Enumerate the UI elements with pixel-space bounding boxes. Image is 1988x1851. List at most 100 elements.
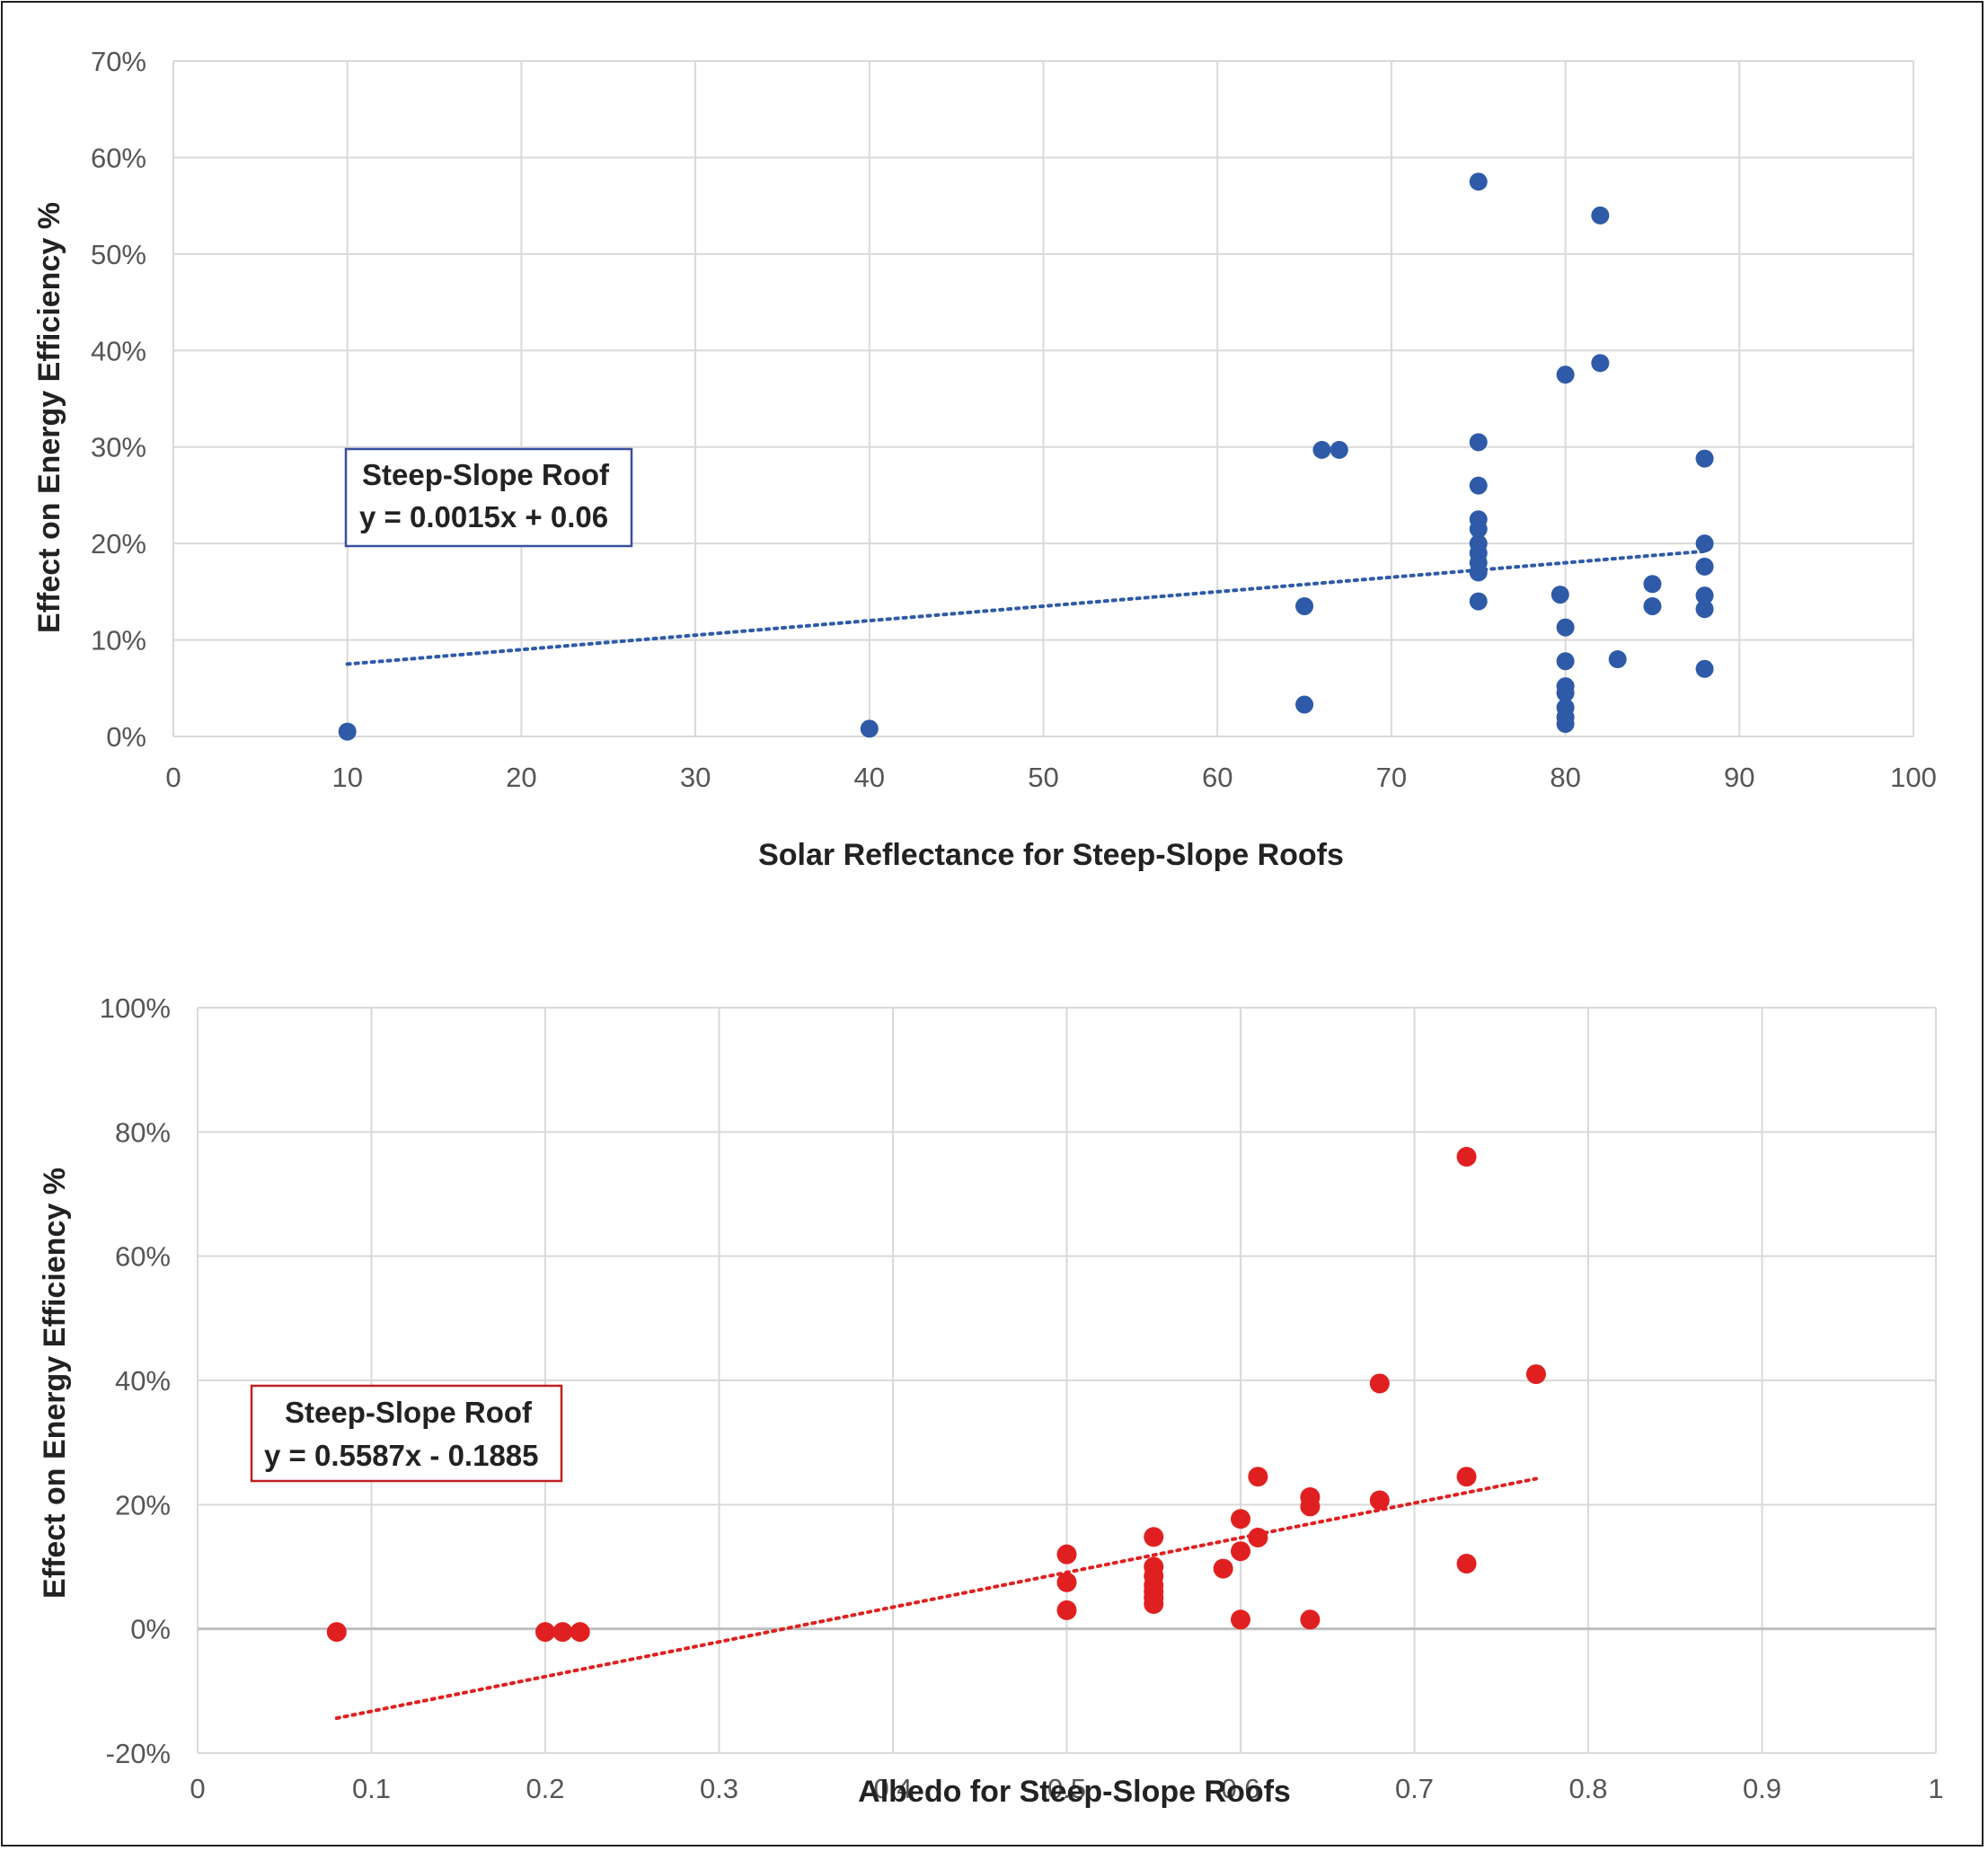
data-point [326,1622,347,1643]
data-point [1556,683,1575,702]
x-tick-label: 20 [506,762,536,793]
data-point [1295,695,1314,714]
data-point [1695,586,1714,605]
data-point [1456,1467,1477,1487]
x-tick-label: 40 [854,762,885,793]
y-tick-label: 50% [91,239,146,270]
x-axis-title: Albedo for Steep-Slope Roofs [858,1775,1291,1809]
x-tick-label: 0.7 [1395,1773,1434,1804]
data-point [1556,366,1575,384]
data-point [1369,1490,1390,1511]
equation-box-title: Steep-Slope Roof [285,1396,533,1429]
equation-box-equation: y = 0.5587x - 0.1885 [264,1439,539,1472]
data-point [1144,1527,1164,1547]
data-point [1056,1544,1077,1565]
y-tick-label: 80% [115,1116,171,1148]
y-axis-title: Effect on Energy Efficiency % [38,1168,72,1599]
data-point [1231,1609,1250,1630]
x-axis-title: Solar Reflectance for Steep-Slope Roofs [758,838,1344,872]
data-point [1312,440,1331,459]
equation-box: Steep-Slope Roof y = 0.5587x - 0.1885 [250,1384,563,1483]
data-point [1695,600,1714,619]
trendline [345,549,1707,666]
data-point [1608,650,1627,669]
data-point [860,719,879,738]
x-tick-label: 0.3 [700,1773,738,1804]
data-point [1695,557,1714,576]
data-point [1556,652,1575,671]
x-tick-label: 0.4 [873,1773,912,1804]
data-point [1469,592,1488,611]
data-point [570,1622,590,1643]
data-point [1695,449,1714,468]
y-tick-label: 100% [100,992,171,1024]
trendline [334,1476,1538,1721]
x-tick-label: 0.1 [352,1773,391,1804]
data-point [1144,1594,1164,1614]
y-tick-label: 0% [130,1614,171,1645]
data-point [1231,1541,1250,1562]
equation-box: Steep-Slope Roof y = 0.0015x + 0.06 [344,447,633,548]
y-tick-label: 60% [115,1241,171,1273]
y-tick-label: 60% [91,142,146,173]
data-point [1213,1558,1233,1579]
x-tick-labels: 0 0.1 0.2 0.3 0.4 0.5 0.6 0.7 0.8 0.9 1 [190,1773,1943,1804]
x-tick-label: 0.8 [1568,1773,1607,1804]
x-tick-label: 0 [190,1773,205,1804]
data-point [1556,715,1575,734]
equation-box-equation: y = 0.0015x + 0.06 [359,500,608,533]
data-point [1056,1572,1077,1592]
trendline-path [334,1476,1538,1721]
x-tick-label: 0 [165,762,181,793]
y-tick-label: 20% [91,528,146,560]
y-tick-labels: -20% 0% 20% 40% 60% 80% 100% [100,992,171,1769]
x-tick-label: 50 [1028,762,1058,793]
data-point [1695,534,1714,553]
y-axis-title: Effect on Energy Efficiency % [32,202,66,633]
data-point [1056,1600,1077,1620]
chart-albedo: -20%0%20%40%60%80%100% 0 0.1 0.2 0.3 0.4 0.5 0… [38,992,1944,1809]
x-tick-label: 80 [1550,762,1580,793]
data-point [1330,440,1348,459]
y-tick-label: 40% [115,1365,171,1397]
y-tick-label: 40% [91,335,146,366]
x-tick-labels: 0 10 20 30 40 50 60 70 80 90 100 [165,762,1936,793]
data-point [1469,476,1488,495]
equation-box-border [250,1384,563,1483]
y-tick-label: 70% [91,46,146,77]
y-tick-label: 10% [91,625,146,657]
x-tick-label: 10 [331,762,362,793]
data-point [1300,1609,1321,1630]
data-points [326,1147,1546,1643]
data-point [1369,1373,1390,1394]
data-point [338,722,357,741]
x-tick-label: 90 [1724,762,1754,793]
x-tick-label: 0.6 [1221,1773,1259,1804]
data-point [1456,1554,1477,1574]
data-point [1469,172,1488,191]
data-point [1469,520,1488,539]
data-point [1551,586,1569,604]
x-tick-label: 0.9 [1743,1773,1781,1804]
x-tick-label: 0.2 [526,1773,564,1804]
data-point [1643,575,1662,594]
data-point [1300,1496,1321,1517]
equation-box-title: Steep-Slope Roof [362,458,610,491]
trendline-path [345,549,1707,666]
data-point [1231,1509,1250,1529]
data-point [1556,618,1575,637]
data-point [535,1622,555,1643]
data-point [1525,1364,1546,1385]
data-point [1469,563,1488,582]
y-tick-label: 0% [106,721,146,753]
x-tick-label: 0.5 [1047,1773,1086,1804]
data-points [338,172,1714,741]
x-tick-label: 100 [1890,762,1937,793]
data-point [1695,659,1714,678]
data-point [1591,206,1610,225]
data-point [1469,433,1488,452]
x-tick-label: 1 [1928,1773,1943,1804]
grid-lines [172,60,1914,737]
